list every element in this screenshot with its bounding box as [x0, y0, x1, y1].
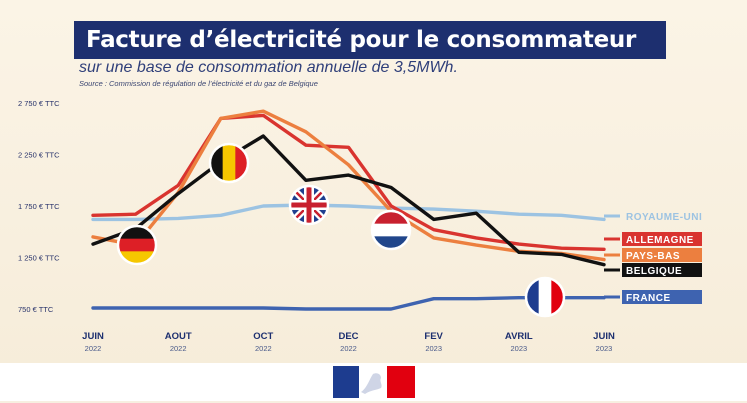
series-line-royaume-uni — [91, 203, 606, 222]
chart-title: Facture d’électricité pour le consommate… — [86, 27, 637, 53]
x-tick-label: AOUT — [165, 331, 192, 342]
x-tick-label: DEC — [338, 331, 358, 342]
series-line-allemagne — [91, 113, 606, 252]
uk-flag-icon — [288, 184, 330, 226]
x-tick-label: AVRIL — [505, 331, 533, 342]
x-tick-year: 2022 — [85, 344, 102, 353]
x-tick-label: OCT — [253, 331, 273, 342]
x-tick-year: 2023 — [596, 344, 613, 353]
y-tick-label: 1 750 € TTC — [18, 202, 60, 211]
chart-source: Source : Commission de régulation de l’é… — [79, 79, 318, 88]
government-logo — [333, 366, 415, 398]
title-banner: Facture d’électricité pour le consommate… — [74, 21, 666, 59]
x-tick-year: 2022 — [255, 344, 272, 353]
belgium-flag-icon — [208, 142, 250, 184]
y-tick-label: 2 250 € TTC — [18, 151, 60, 160]
x-tick-label: FEV — [424, 331, 443, 342]
legend-label: FRANCE — [626, 293, 671, 304]
y-tick-label: 2 750 € TTC — [18, 99, 60, 108]
legend-label: PAYS-BAS — [626, 251, 680, 262]
germany-flag-icon — [116, 224, 158, 266]
france-flag-icon — [524, 276, 566, 318]
netherlands-flag-icon — [370, 209, 412, 251]
x-tick-year: 2022 — [170, 344, 187, 353]
series-line-belgique — [91, 134, 606, 267]
y-tick-label: 750 € TTC — [18, 305, 54, 314]
x-tick-label: JUIN — [593, 331, 615, 342]
legend-box — [622, 232, 702, 246]
legend-box — [622, 263, 702, 277]
legend-label: BELGIQUE — [626, 266, 682, 277]
series-line-france — [91, 296, 606, 311]
x-tick-year: 2023 — [510, 344, 527, 353]
x-tick-year: 2022 — [340, 344, 357, 353]
series-line-pays-bas — [91, 109, 606, 262]
y-tick-label: 1 250 € TTC — [18, 254, 60, 263]
x-tick-label: JUIN — [82, 331, 104, 342]
legend-box — [622, 290, 702, 304]
legend-box — [622, 248, 702, 262]
legend-label: ALLEMAGNE — [626, 235, 694, 246]
line-chart: 2 750 € TTC 2 250 € TTC 1 750 € TTC 1 250 €… — [18, 99, 702, 353]
chart-subtitle: sur une base de consommation annuelle de… — [79, 59, 458, 76]
legend-label: ROYAUME-UNI — [626, 212, 702, 223]
x-tick-year: 2023 — [425, 344, 442, 353]
